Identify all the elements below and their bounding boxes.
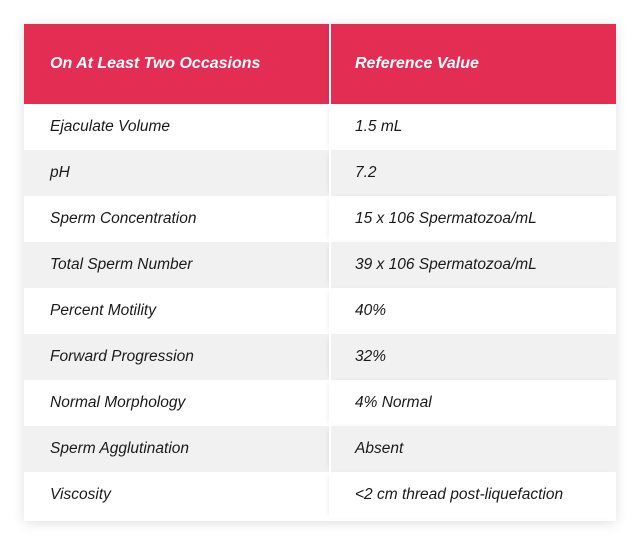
parameter-cell: Total Sperm Number xyxy=(24,242,330,288)
parameter-cell: Forward Progression xyxy=(24,334,330,380)
reference-table-card: On At Least Two Occasions Reference Valu… xyxy=(24,24,616,521)
table-row: Ejaculate Volume 1.5 mL xyxy=(24,104,616,150)
table-row: Normal Morphology 4% Normal xyxy=(24,380,616,426)
table-row: Forward Progression 32% xyxy=(24,334,616,380)
value-cell: 32% xyxy=(329,334,616,380)
parameter-cell: Normal Morphology xyxy=(24,380,330,426)
parameter-cell: Ejaculate Volume xyxy=(24,104,330,150)
value-cell: <2 cm thread post-liquefaction xyxy=(329,472,616,518)
parameter-cell: Sperm Concentration xyxy=(24,196,330,242)
value-cell: 7.2 xyxy=(329,150,616,196)
parameter-cell: Sperm Agglutination xyxy=(24,426,330,472)
value-cell: 4% Normal xyxy=(329,380,616,426)
parameter-cell: Percent Motility xyxy=(24,288,330,334)
table-row: pH 7.2 xyxy=(24,150,616,196)
value-cell: 1.5 mL xyxy=(329,104,616,150)
column-header-reference-value: Reference Value xyxy=(329,24,616,104)
column-header-occasions: On At Least Two Occasions xyxy=(24,24,330,104)
parameter-cell: pH xyxy=(24,150,330,196)
table-row: Sperm Concentration 15 x 106 Spermatozoa… xyxy=(24,196,616,242)
table-row: Sperm Agglutination Absent xyxy=(24,426,616,472)
value-cell: 15 x 106 Spermatozoa/mL xyxy=(329,196,616,242)
table-row: Percent Motility 40% xyxy=(24,288,616,334)
value-cell: 40% xyxy=(329,288,616,334)
table-header-row: On At Least Two Occasions Reference Valu… xyxy=(24,24,616,104)
parameter-cell: Viscosity xyxy=(24,472,330,518)
reference-values-table: On At Least Two Occasions Reference Valu… xyxy=(24,24,616,518)
table-row: Viscosity <2 cm thread post-liquefaction xyxy=(24,472,616,518)
table-row: Total Sperm Number 39 x 106 Spermatozoa/… xyxy=(24,242,616,288)
value-cell: Absent xyxy=(329,426,616,472)
value-cell: 39 x 106 Spermatozoa/mL xyxy=(329,242,616,288)
